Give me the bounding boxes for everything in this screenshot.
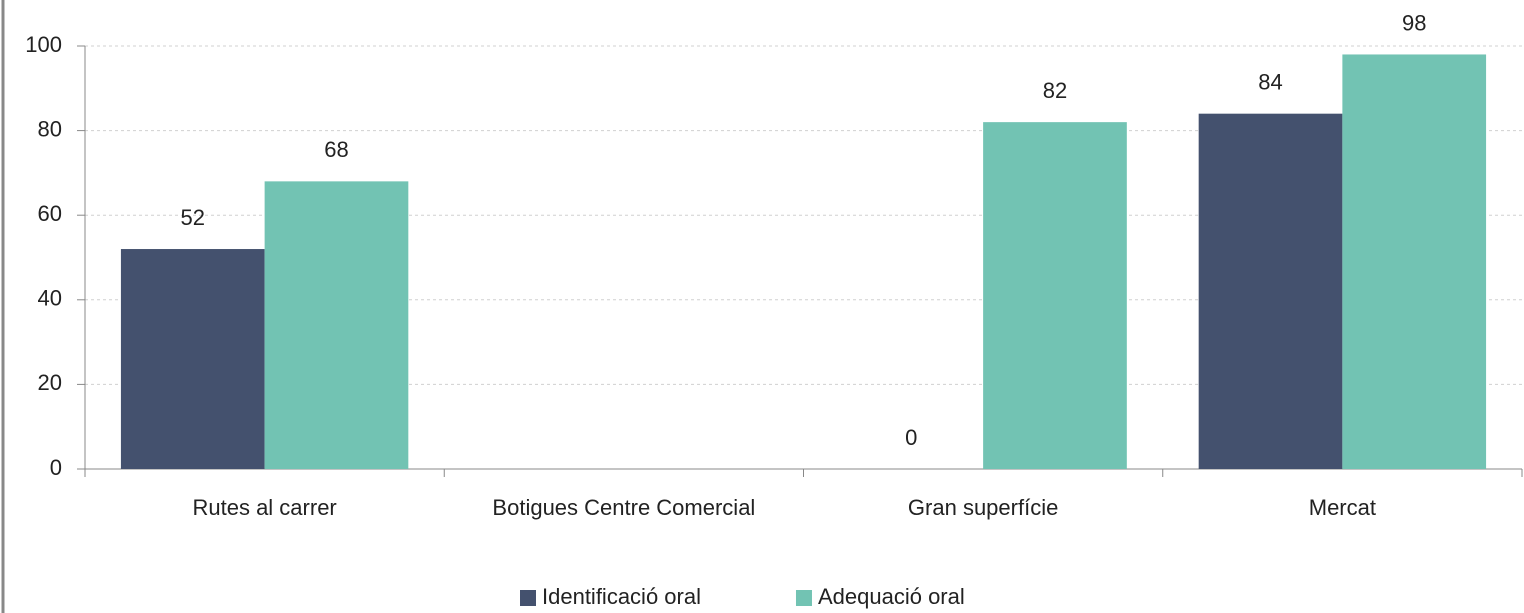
bar <box>1342 54 1487 470</box>
y-tick-label: 0 <box>50 455 62 480</box>
data-label: 82 <box>1043 78 1067 103</box>
x-tick-label: Mercat <box>1309 495 1376 520</box>
y-tick-label: 20 <box>38 370 62 395</box>
x-tick-label: Botigues Centre Comercial <box>492 495 755 520</box>
data-label: 52 <box>181 205 205 230</box>
legend-label: Adequació oral <box>818 584 965 609</box>
y-tick-label: 100 <box>25 32 62 57</box>
x-tick-label: Gran superfície <box>908 495 1058 520</box>
legend-swatch <box>520 590 536 606</box>
y-tick-label: 60 <box>38 201 62 226</box>
data-label: 98 <box>1402 10 1426 35</box>
data-label: 68 <box>324 137 348 162</box>
x-tick-label: Rutes al carrer <box>192 495 336 520</box>
bar <box>1198 113 1343 470</box>
legend-swatch <box>795 590 812 606</box>
y-tick-label: 40 <box>38 286 62 311</box>
y-tick-label: 80 <box>38 116 62 141</box>
bar <box>983 122 1127 469</box>
bar <box>120 249 265 469</box>
data-label: 0 <box>905 425 917 450</box>
data-label: 84 <box>1258 69 1282 94</box>
bar <box>264 181 409 470</box>
legend-label: Identificació oral <box>542 584 701 609</box>
